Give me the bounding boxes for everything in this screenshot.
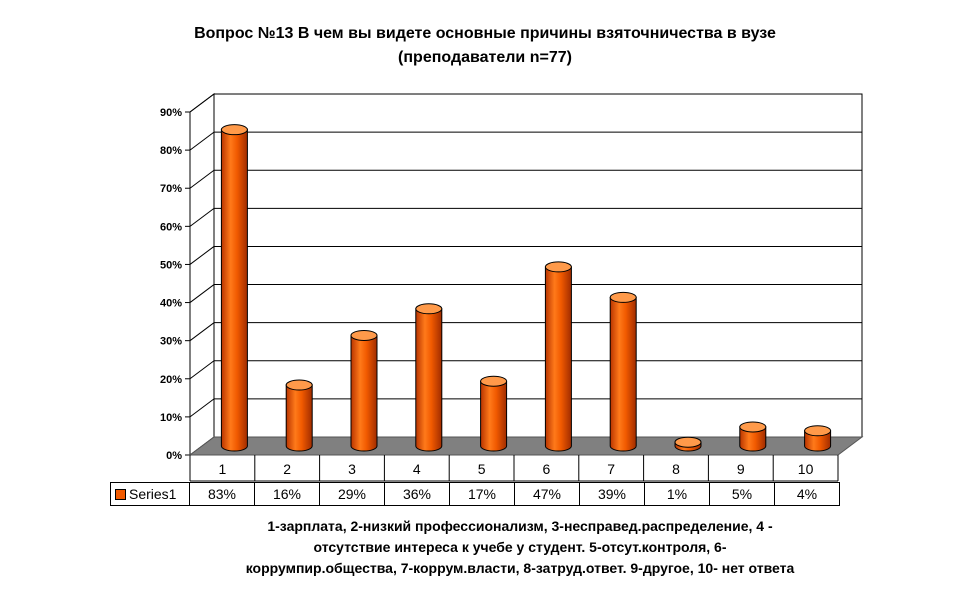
chart-back-wall bbox=[213, 93, 863, 438]
legend-color-key bbox=[115, 489, 126, 500]
gridline-side bbox=[189, 322, 215, 342]
bar-top-8 bbox=[674, 436, 702, 448]
data-table: Series1 83% 16% 29% 36% 17% 47% 39% 1% 5… bbox=[110, 482, 840, 506]
x-category-label: 8 bbox=[672, 461, 680, 477]
gridline-side bbox=[189, 169, 215, 189]
x-category-label: 2 bbox=[283, 461, 291, 477]
x-category-label: 5 bbox=[478, 461, 486, 477]
footnote-line: коррумпир.общества, 7-коррум.власти, 8-з… bbox=[245, 560, 795, 576]
gridline-side bbox=[189, 246, 215, 265]
y-tick-label: 90% bbox=[160, 107, 182, 119]
bar-10 bbox=[804, 430, 832, 452]
gridline-side bbox=[189, 284, 215, 303]
x-category-label: 4 bbox=[413, 461, 421, 477]
bar-top-3 bbox=[350, 329, 378, 341]
gridline-side bbox=[189, 207, 215, 227]
bar-9 bbox=[739, 426, 767, 452]
x-category-label: 1 bbox=[219, 461, 227, 477]
data-table-value: 83% bbox=[189, 482, 255, 506]
x-category-label: 10 bbox=[798, 461, 814, 477]
bar-top-1 bbox=[220, 124, 248, 136]
bar-top-9 bbox=[739, 421, 767, 433]
chart-subtitle: (преподаватели n=77) bbox=[398, 49, 572, 66]
x-category-label: 3 bbox=[348, 461, 356, 477]
y-tick-label: 30% bbox=[160, 336, 182, 348]
data-table-row: Series1 83% 16% 29% 36% 17% 47% 39% 1% 5… bbox=[110, 482, 840, 506]
y-tick-label: 20% bbox=[160, 374, 182, 386]
bar-top-4 bbox=[415, 303, 443, 315]
data-table-value: 16% bbox=[254, 482, 320, 506]
data-table-value: 4% bbox=[774, 482, 840, 506]
y-tick-label: 70% bbox=[160, 183, 182, 195]
footnote-line: 1-зарплата, 2-низкий профессионализм, 3-… bbox=[267, 518, 773, 534]
x-category-label: 7 bbox=[607, 461, 615, 477]
gridline-side bbox=[189, 398, 215, 418]
y-tick-label: 40% bbox=[160, 298, 182, 310]
data-table-value: 1% bbox=[644, 482, 710, 506]
bar-top-6 bbox=[544, 261, 572, 273]
bar-top-5 bbox=[480, 375, 508, 387]
bar-top-7 bbox=[609, 291, 637, 303]
gridline-side bbox=[189, 360, 215, 380]
x-category-label: 6 bbox=[543, 461, 551, 477]
chart-title-line: Вопрос №13 В чем вы видете основные прич… bbox=[194, 25, 776, 42]
y-tick-label: 80% bbox=[160, 145, 182, 157]
bar-6 bbox=[544, 266, 572, 452]
bar-1 bbox=[220, 129, 248, 452]
bar-2 bbox=[285, 384, 313, 452]
legend-series-name: Series1 bbox=[129, 486, 177, 502]
y-tick-label: 50% bbox=[160, 259, 182, 271]
chart-title: Вопрос №13 В чем вы видете основные прич… bbox=[0, 22, 970, 70]
data-table-value: 36% bbox=[384, 482, 450, 506]
data-table-value: 47% bbox=[514, 482, 580, 506]
data-table-value: 29% bbox=[319, 482, 385, 506]
bar-5 bbox=[480, 380, 508, 452]
gridline-side bbox=[189, 93, 215, 113]
bar-top-10 bbox=[804, 425, 832, 437]
y-tick-label: 10% bbox=[160, 412, 182, 424]
bar-7 bbox=[609, 296, 637, 452]
y-tick-label: 60% bbox=[160, 221, 182, 233]
chart-side-wall bbox=[189, 93, 215, 456]
gridline-side bbox=[189, 131, 215, 151]
bar-top-2 bbox=[285, 379, 313, 391]
data-table-value: 5% bbox=[709, 482, 775, 506]
legend-entry: Series1 bbox=[110, 482, 190, 506]
y-tick-label: 0% bbox=[166, 450, 182, 462]
bar-4 bbox=[415, 308, 443, 452]
x-category-label: 9 bbox=[737, 461, 745, 477]
data-table-value: 17% bbox=[449, 482, 515, 506]
bar-3 bbox=[350, 334, 378, 452]
category-legend-footnote: 1-зарплата, 2-низкий профессионализм, 3-… bbox=[190, 516, 850, 579]
footnote-line: отсутствие интереса к учебе у студент. 5… bbox=[313, 539, 727, 555]
data-table-value: 39% bbox=[579, 482, 645, 506]
